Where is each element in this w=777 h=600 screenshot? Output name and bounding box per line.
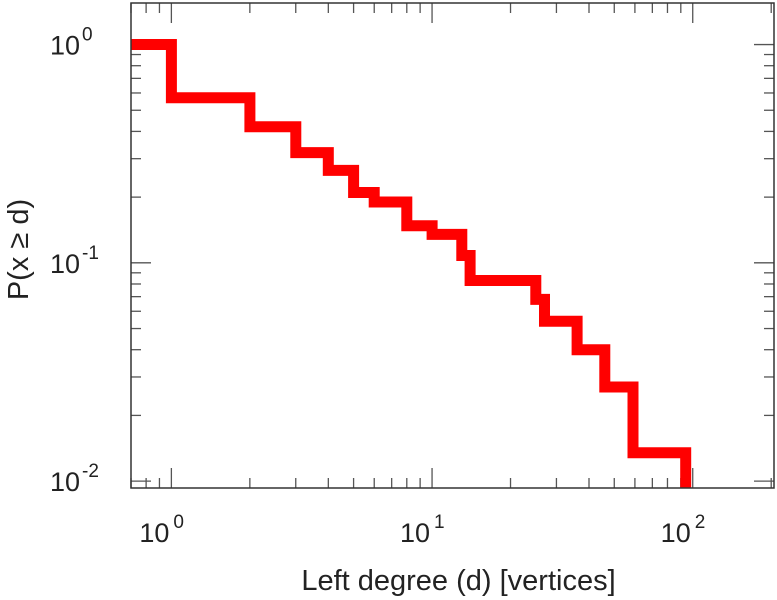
x-tick-label: 10 <box>661 518 691 548</box>
x-axis-label: Left degree (d) [vertices] <box>301 565 615 597</box>
y-tick-label: 10 <box>50 467 80 497</box>
y-tick-exponent: -1 <box>82 243 99 264</box>
y-axis-label: P(x ≥ d) <box>3 199 35 300</box>
y-tick-label: 10 <box>50 249 80 279</box>
y-tick-label-group: 10 -1 <box>50 243 99 279</box>
x-tick-exponent: 1 <box>434 512 445 533</box>
series-layer <box>131 39 692 488</box>
x-tick-label: 10 <box>400 518 430 548</box>
x-tick-exponent: 2 <box>695 512 706 533</box>
minor-ticks <box>130 3 774 488</box>
y-tick-label-group: 10 0 <box>50 25 93 61</box>
x-tick-label: 10 <box>139 518 169 548</box>
y-tick-exponent: -2 <box>82 461 99 482</box>
y-tick-exponent: 0 <box>82 25 93 46</box>
tick-labels: 10 0 10 1 10 210 010 -110 -2 <box>50 25 705 548</box>
ccdf-step-line <box>131 39 692 488</box>
plot-frame <box>130 2 775 489</box>
x-tick-exponent: 0 <box>173 512 184 533</box>
major-ticks <box>131 3 774 488</box>
y-tick-label: 10 <box>50 31 80 61</box>
y-tick-label-group: 10 -2 <box>50 461 99 497</box>
